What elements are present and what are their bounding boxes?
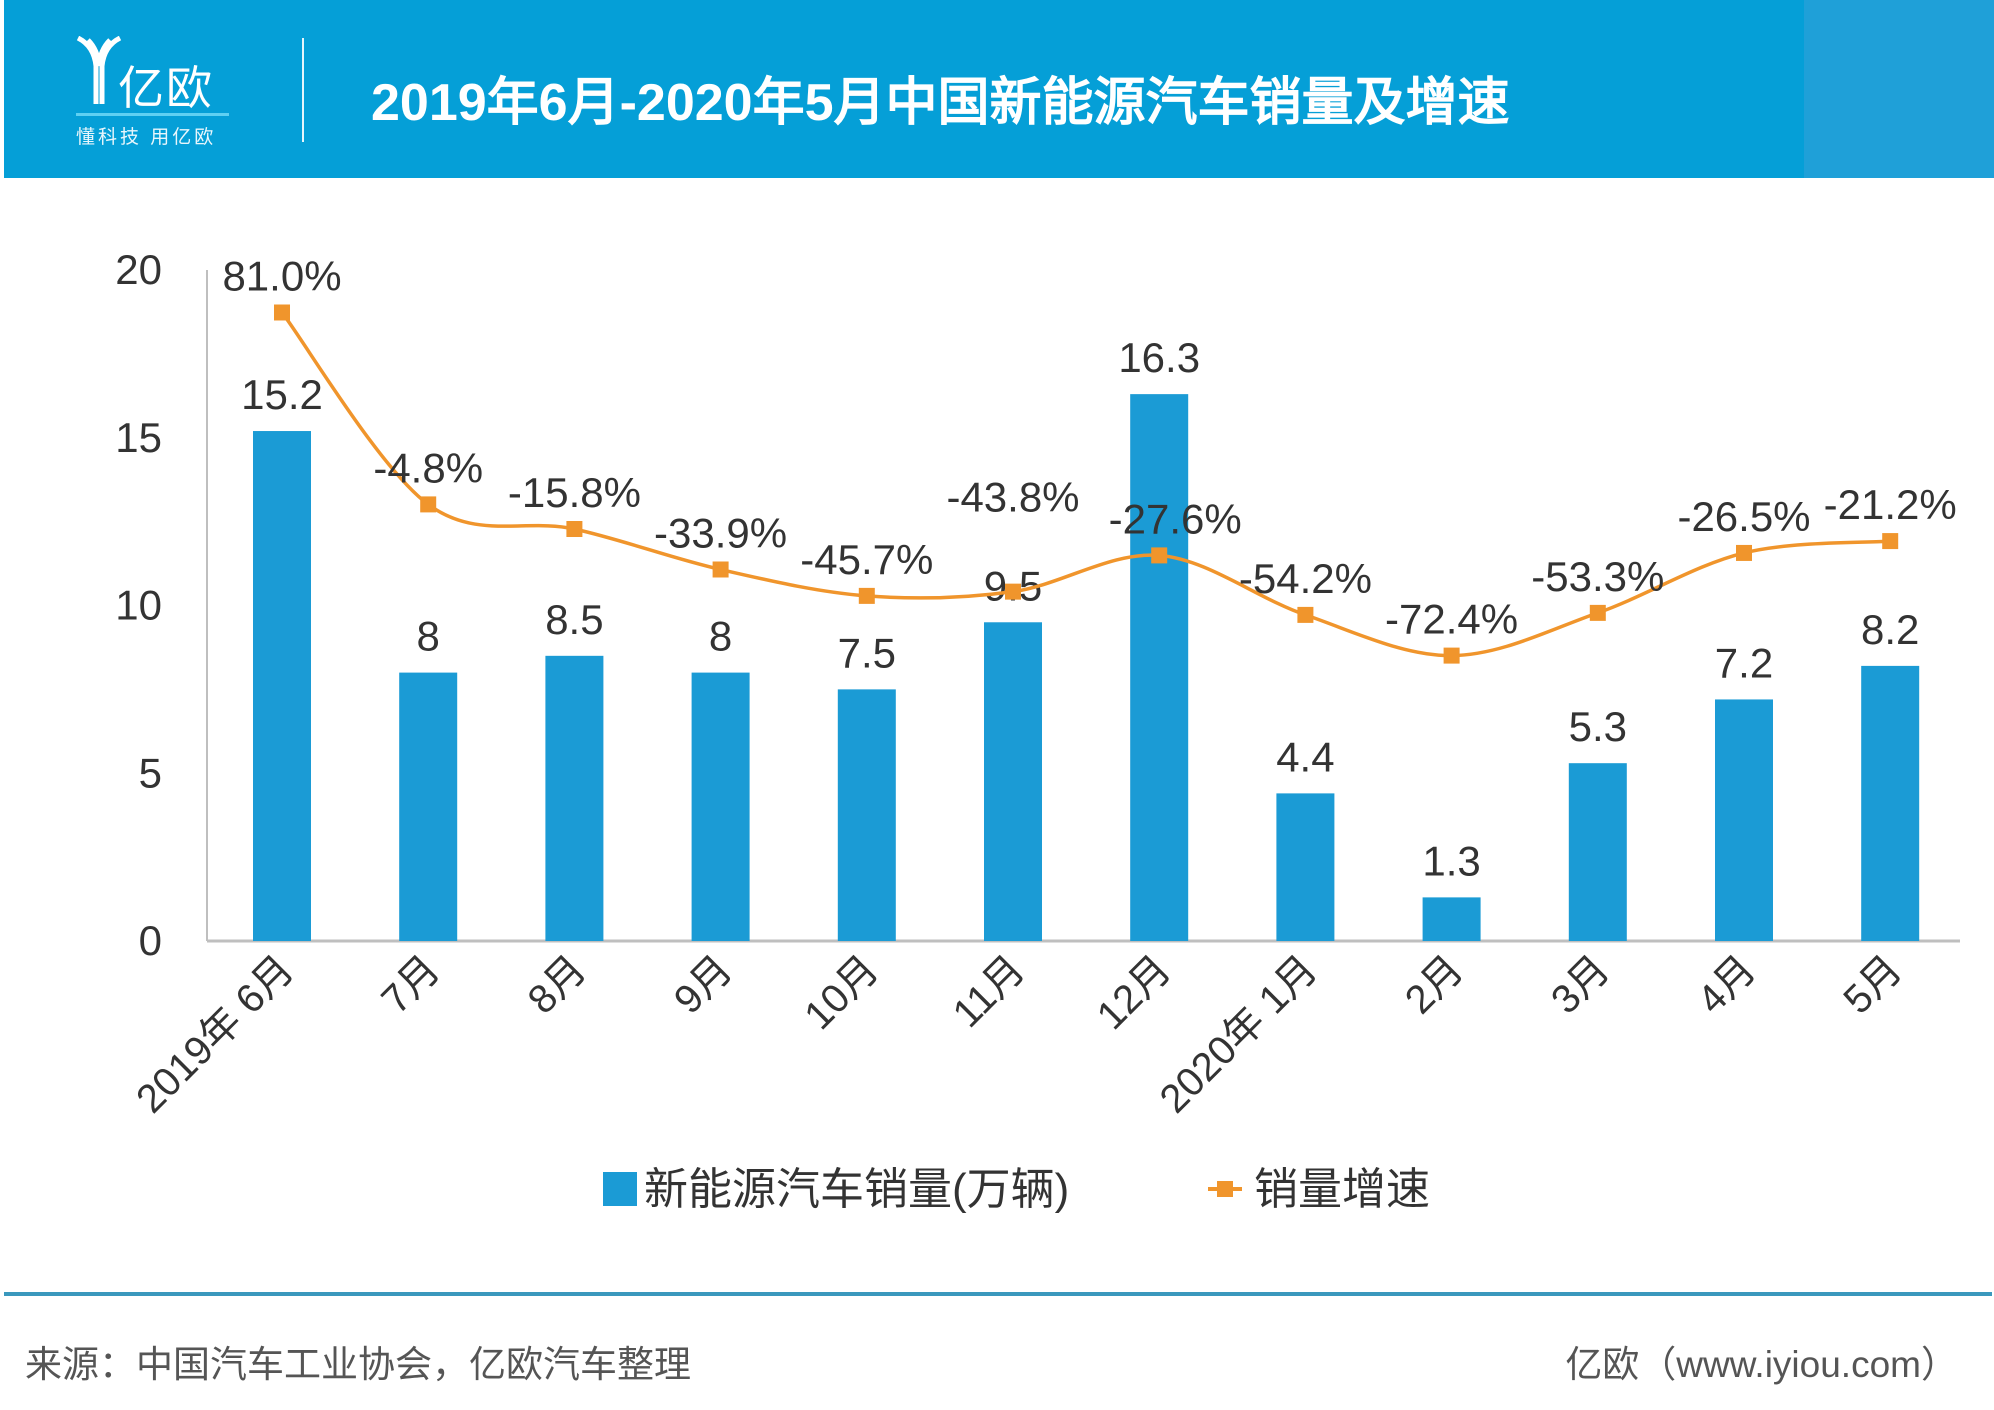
x-tick-label: 3月: [1543, 947, 1618, 1022]
y-tick-label: 10: [115, 582, 162, 629]
bar-value-label: 8.2: [1861, 606, 1919, 653]
bar-value-label: 8: [709, 613, 732, 660]
y-tick-label: 0: [139, 917, 162, 964]
bar: [1715, 699, 1773, 941]
logo-slogan: 懂科技 用亿欧: [76, 127, 217, 148]
bar: [399, 672, 458, 941]
bar: [1568, 763, 1627, 941]
growth-value-label: -15.8%: [508, 469, 641, 516]
bar-value-label: 4.4: [1276, 733, 1334, 780]
footer-divider: [4, 1292, 1992, 1296]
credit-note: 亿欧（www.iyiou.com）: [1565, 1344, 1958, 1385]
logo-text: 亿欧: [118, 62, 214, 114]
bar: [253, 431, 311, 941]
bar-value-label: 7.2: [1715, 639, 1773, 686]
y-tick-label: 20: [115, 246, 162, 293]
header-accent: [1804, 0, 1994, 178]
y-tick-label: 15: [115, 414, 162, 461]
growth-value-label: -43.8%: [946, 474, 1079, 521]
legend-bar-swatch: [603, 1172, 637, 1206]
growth-value-label: -4.8%: [373, 444, 483, 491]
bar-value-label: 1.3: [1422, 837, 1480, 884]
x-tick-label: 2019年 6月: [128, 947, 302, 1121]
growth-value-label: -53.3%: [1531, 553, 1664, 600]
bar: [1276, 793, 1335, 941]
growth-marker: [1443, 647, 1460, 664]
growth-marker: [712, 561, 729, 578]
growth-line: [280, 311, 1891, 658]
growth-value-label: -45.7%: [800, 536, 933, 583]
legend-line-marker: [1217, 1181, 1233, 1197]
growth-marker: [420, 496, 437, 513]
bar-value-label: 7.5: [838, 629, 896, 676]
x-tick-label: 7月: [373, 947, 448, 1022]
x-tick-label: 8月: [520, 947, 595, 1022]
x-tick-label: 5月: [1835, 947, 1910, 1022]
legend-bar-label: 新能源汽车销量(万辆): [644, 1165, 1069, 1214]
bar-value-label: 16.3: [1118, 334, 1200, 381]
legend-line-label: 销量增速: [1254, 1165, 1430, 1214]
x-tick-label: 11月: [945, 947, 1034, 1036]
growth-value-label: -27.6%: [1109, 495, 1242, 542]
x-tick-label: 10月: [796, 947, 887, 1038]
growth-value-label: 81.0%: [222, 252, 341, 299]
y-tick-label: 5: [139, 749, 162, 796]
bar-value-label: 15.2: [241, 371, 323, 418]
growth-value-label: -54.2%: [1239, 555, 1372, 602]
growth-value-label: -72.4%: [1385, 596, 1518, 643]
growth-marker: [1589, 604, 1606, 621]
growth-marker: [858, 587, 875, 604]
growth-marker: [274, 304, 290, 321]
growth-marker: [1882, 533, 1899, 550]
growth-marker: [1736, 544, 1752, 561]
header-banner: [4, 0, 1994, 178]
growth-marker: [1005, 583, 1021, 600]
bar-value-label: 8.5: [545, 596, 603, 643]
x-tick-label: 2月: [1397, 947, 1472, 1022]
chart-title: 2019年6月-2020年5月中国新能源汽车销量及增速: [371, 74, 1510, 132]
bar: [1861, 665, 1920, 941]
bar: [837, 689, 896, 941]
bar-value-label: 5.3: [1569, 703, 1627, 750]
source-note: 来源：中国汽车工业协会，亿欧汽车整理: [25, 1344, 691, 1385]
growth-marker: [1151, 547, 1168, 564]
growth-marker: [1297, 606, 1314, 623]
growth-value-label: -33.9%: [654, 509, 787, 556]
x-tick-label: 4月: [1689, 947, 1764, 1022]
bar: [1422, 897, 1481, 941]
bar: [545, 655, 604, 941]
growth-value-label: -26.5%: [1677, 493, 1810, 540]
bar: [984, 622, 1042, 941]
logo-icon: [76, 36, 122, 104]
bar: [1130, 394, 1189, 941]
header-separator: [302, 38, 304, 142]
logo-divider: [76, 113, 229, 116]
growth-marker: [566, 521, 583, 538]
growth-value-label: -21.2%: [1824, 481, 1957, 528]
x-tick-label: 2020年 1月: [1152, 947, 1326, 1121]
bar-value-label: 8: [417, 613, 440, 660]
x-tick-label: 9月: [666, 947, 741, 1022]
bar: [691, 672, 750, 941]
x-tick-label: 12月: [1089, 947, 1180, 1038]
